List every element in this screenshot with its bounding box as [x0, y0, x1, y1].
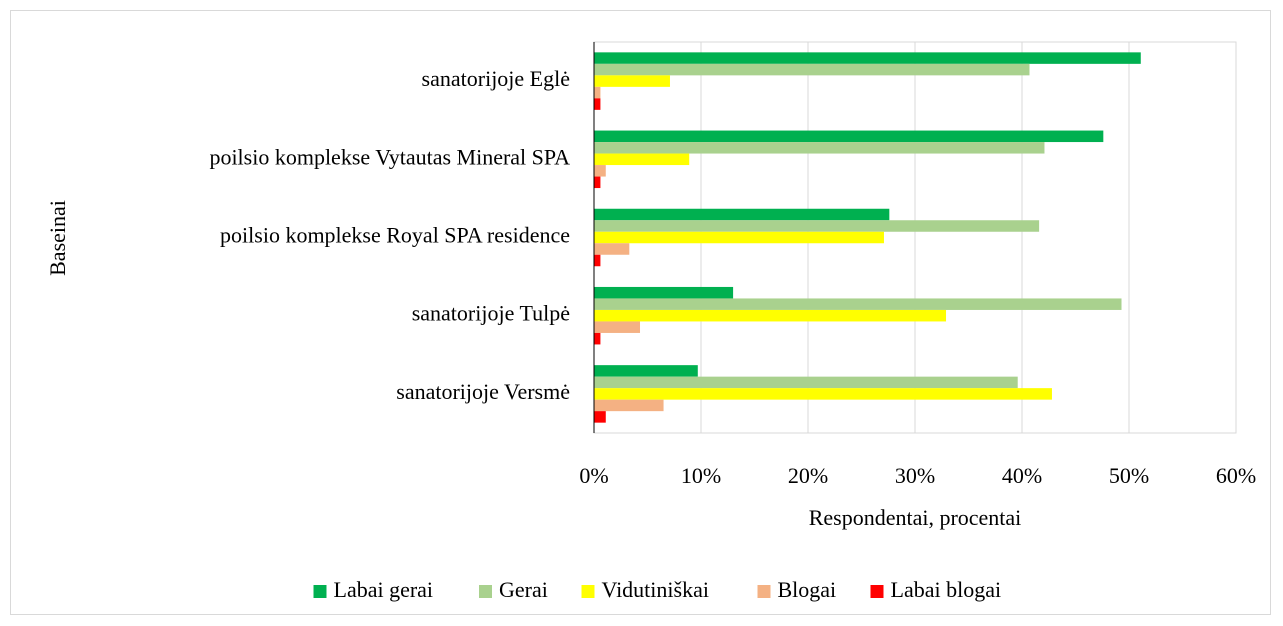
y-tick-label: poilsio komplekse Royal SPA residence — [220, 223, 570, 248]
bar — [594, 309, 947, 322]
y-tick-label: sanatorijoje Eglė — [422, 66, 570, 91]
legend-swatch — [479, 585, 492, 598]
bar — [594, 130, 1104, 143]
y-tick-label: sanatorijoje Tulpė — [412, 301, 570, 326]
bar — [594, 98, 601, 110]
legend-label: Labai gerai — [334, 577, 434, 602]
x-tick-label: 10% — [681, 463, 721, 488]
bar — [594, 63, 1030, 76]
bar — [594, 165, 606, 177]
bar — [594, 411, 606, 423]
bar — [594, 231, 884, 244]
bar — [594, 153, 690, 166]
bar — [594, 52, 1141, 64]
bar — [594, 254, 601, 267]
bar — [594, 321, 641, 333]
bar — [594, 86, 601, 99]
legend-swatch — [581, 585, 595, 598]
bar — [594, 298, 1122, 310]
y-axis-title: Baseinai — [45, 200, 70, 276]
x-axis-title: Respondentai, procentai — [809, 505, 1022, 530]
y-tick-label: poilsio komplekse Vytautas Mineral SPA — [209, 144, 570, 169]
bar — [594, 142, 1045, 154]
bar — [594, 75, 670, 87]
x-tick-label: 60% — [1216, 463, 1256, 488]
bar — [594, 399, 664, 412]
legend-swatch — [757, 585, 771, 598]
bar — [594, 388, 1052, 400]
bar — [594, 243, 630, 255]
x-tick-label: 20% — [788, 463, 828, 488]
x-tick-label: 0% — [579, 463, 608, 488]
bar — [594, 332, 601, 345]
legend-label: Blogai — [778, 577, 837, 602]
bar — [594, 286, 734, 299]
bar — [594, 220, 1040, 232]
bar — [594, 208, 890, 221]
bar — [594, 365, 698, 377]
bar — [594, 176, 601, 189]
x-tick-label: 40% — [1002, 463, 1042, 488]
bar — [594, 376, 1018, 389]
legend-label: Labai blogai — [891, 577, 1002, 602]
x-tick-label: 50% — [1109, 463, 1149, 488]
y-tick-label: sanatorijoje Versmė — [396, 379, 570, 404]
legend-swatch — [313, 585, 327, 598]
legend-label: Gerai — [499, 577, 548, 602]
legend-label: Vidutiniškai — [602, 577, 709, 602]
legend-swatch — [870, 585, 884, 598]
x-tick-label: 30% — [895, 463, 935, 488]
